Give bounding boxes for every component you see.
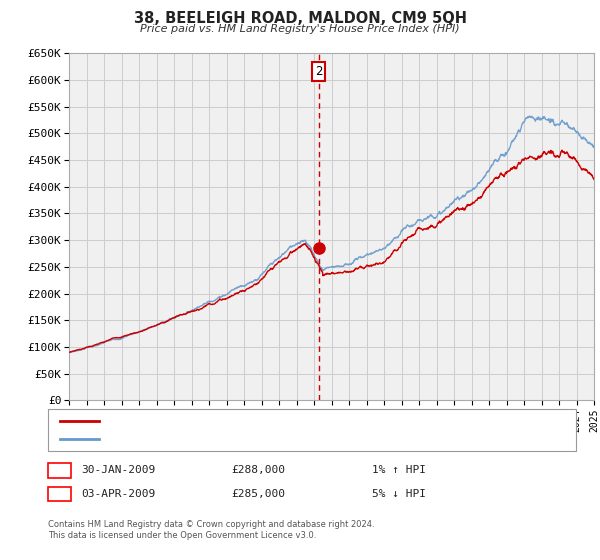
Text: 03-APR-2009: 03-APR-2009 bbox=[81, 489, 155, 499]
Text: Contains HM Land Registry data © Crown copyright and database right 2024.: Contains HM Land Registry data © Crown c… bbox=[48, 520, 374, 529]
Text: 1: 1 bbox=[56, 465, 63, 475]
Text: HPI: Average price, detached house, Maldon: HPI: Average price, detached house, Mald… bbox=[105, 434, 367, 444]
Text: 2: 2 bbox=[315, 66, 322, 78]
Text: £285,000: £285,000 bbox=[231, 489, 285, 499]
Text: 30-JAN-2009: 30-JAN-2009 bbox=[81, 465, 155, 475]
Text: 1% ↑ HPI: 1% ↑ HPI bbox=[372, 465, 426, 475]
Text: £288,000: £288,000 bbox=[231, 465, 285, 475]
Text: 5% ↓ HPI: 5% ↓ HPI bbox=[372, 489, 426, 499]
Text: This data is licensed under the Open Government Licence v3.0.: This data is licensed under the Open Gov… bbox=[48, 531, 316, 540]
Text: 38, BEELEIGH ROAD, MALDON, CM9 5QH: 38, BEELEIGH ROAD, MALDON, CM9 5QH bbox=[133, 11, 467, 26]
Text: Price paid vs. HM Land Registry's House Price Index (HPI): Price paid vs. HM Land Registry's House … bbox=[140, 24, 460, 34]
Text: 38, BEELEIGH ROAD, MALDON, CM9 5QH (detached house): 38, BEELEIGH ROAD, MALDON, CM9 5QH (deta… bbox=[105, 416, 424, 426]
Text: 2: 2 bbox=[56, 489, 63, 499]
